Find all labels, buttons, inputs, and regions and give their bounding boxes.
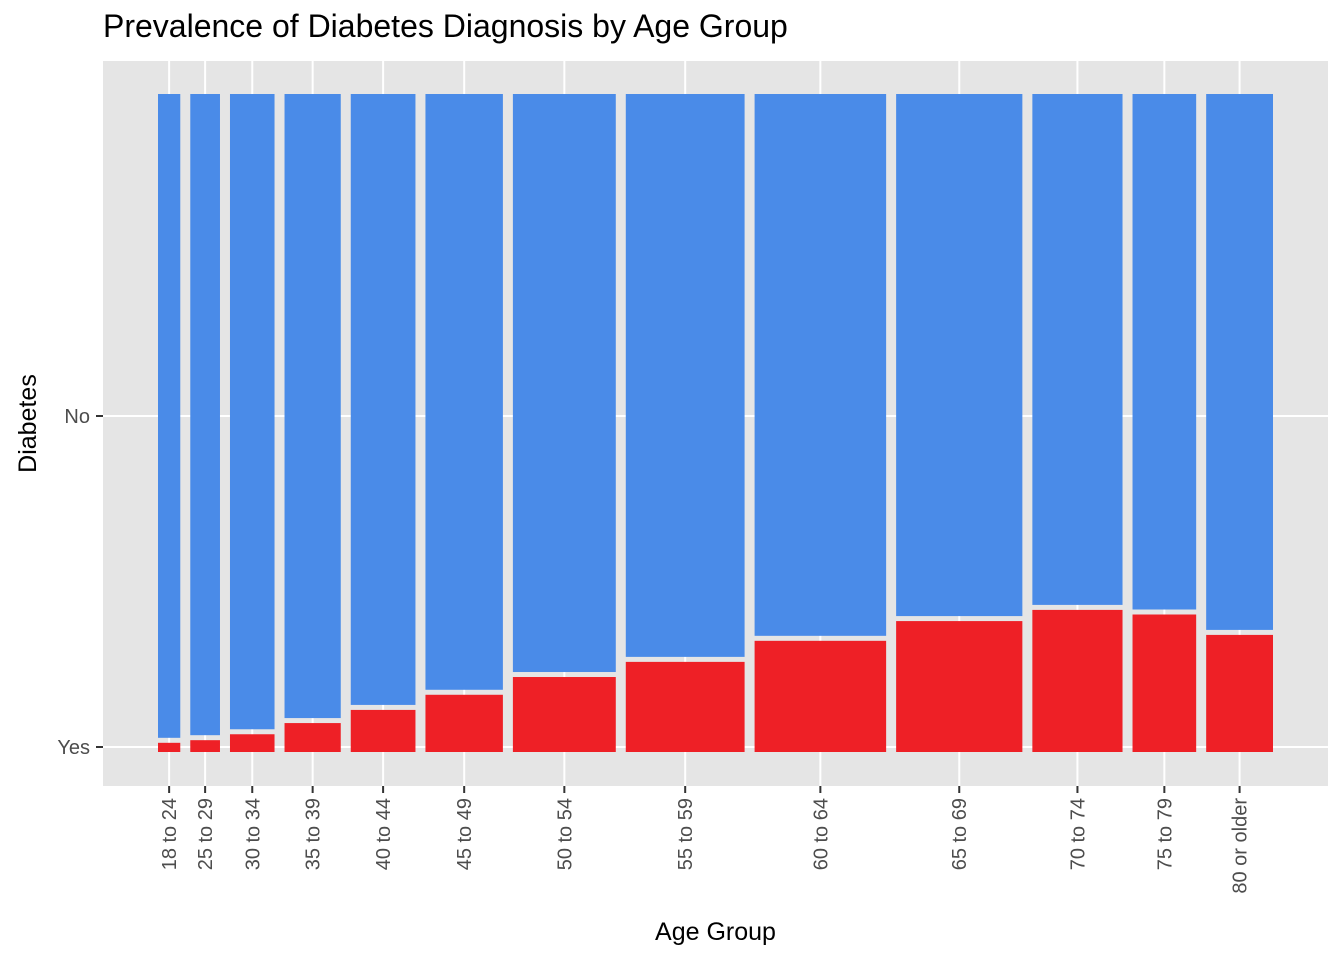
bars xyxy=(158,94,1273,752)
bar-segment-yes xyxy=(425,694,503,752)
y-tick-label: No xyxy=(64,406,90,428)
bar-segment-no xyxy=(754,94,887,636)
x-tick-label: 70 to 74 xyxy=(1067,798,1089,870)
x-tick-label: 30 to 34 xyxy=(242,798,264,870)
bar-segment-yes xyxy=(158,742,181,752)
bar-segment-no xyxy=(229,94,275,730)
x-tick-label: 60 to 64 xyxy=(810,798,832,870)
bar-segment-yes xyxy=(625,661,745,752)
bar-segment-no xyxy=(1206,94,1273,630)
bar-segment-yes xyxy=(284,723,341,752)
x-tick-label: 18 to 24 xyxy=(159,798,181,870)
bar-segment-no xyxy=(896,94,1023,617)
x-tick-label: 80 or older xyxy=(1230,798,1252,894)
y-tick-label: Yes xyxy=(57,737,90,759)
y-axis-title: Diabetes xyxy=(14,374,42,473)
x-axis: 18 to 24 25 to 29 30 to 34 35 to 39 40 to 44… xyxy=(159,786,1252,894)
bar-segment-no xyxy=(1032,94,1123,605)
bar-segment-no xyxy=(1132,94,1197,610)
x-tick-label: 45 to 49 xyxy=(454,798,476,870)
bar-segment-no xyxy=(625,94,745,657)
bar-segment-no xyxy=(425,94,503,690)
bar-segment-no xyxy=(350,94,416,705)
bar-segment-yes xyxy=(1132,614,1197,752)
bar-segment-no xyxy=(190,94,220,736)
bar-segment-yes xyxy=(754,640,887,752)
x-tick-label: 65 to 69 xyxy=(949,798,971,870)
chart-title: Prevalence of Diabetes Diagnosis by Age … xyxy=(103,8,788,44)
bar-segment-yes xyxy=(1206,634,1273,752)
x-tick-label: 55 to 59 xyxy=(675,798,697,870)
bar-segment-yes xyxy=(190,740,220,752)
x-tick-label: 40 to 44 xyxy=(373,798,395,870)
bar-segment-yes xyxy=(1032,609,1123,752)
x-axis-title: Age Group xyxy=(655,918,776,946)
bar-segment-yes xyxy=(512,677,616,752)
bar-segment-no xyxy=(284,94,341,719)
x-tick-label: 25 to 29 xyxy=(195,798,217,870)
bar-segment-no xyxy=(512,94,616,673)
bar-segment-yes xyxy=(350,709,416,752)
bar-segment-yes xyxy=(896,621,1023,752)
bar-segment-yes xyxy=(229,734,275,752)
y-axis: Yes No xyxy=(57,406,103,759)
x-tick-label: 35 to 39 xyxy=(303,798,325,870)
x-tick-label: 50 to 54 xyxy=(554,798,576,870)
bar-segment-no xyxy=(158,94,181,738)
x-tick-label: 75 to 79 xyxy=(1154,798,1176,870)
